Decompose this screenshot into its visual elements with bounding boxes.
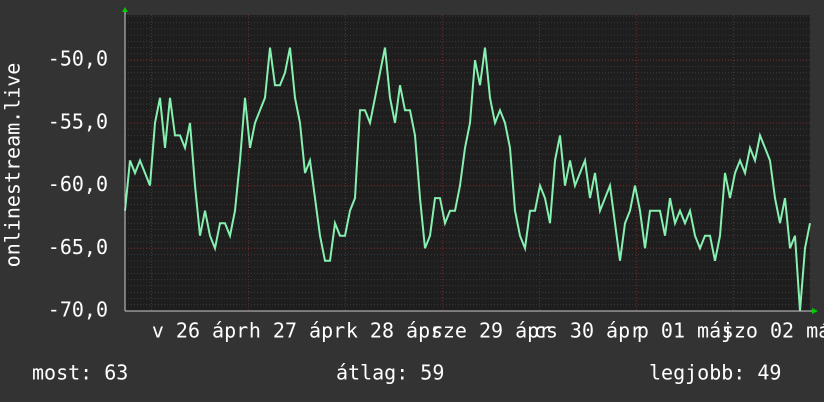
x-tick-label: cs 30 ápr xyxy=(534,319,642,343)
footer-stat: legjobb: 49 xyxy=(649,361,781,385)
plot xyxy=(124,47,811,312)
plot-area xyxy=(125,15,810,311)
x-tick-label: v 26 ápr xyxy=(152,319,248,343)
y-tick-label: -70,0 xyxy=(48,298,108,322)
axis-arrow xyxy=(122,7,128,12)
footer-stat: most: 63 xyxy=(32,361,128,385)
y-axis-label: onlinestream.live xyxy=(1,63,25,268)
y-tick-label: -60,0 xyxy=(48,172,108,196)
x-tick-label: p 01 máj xyxy=(637,319,733,343)
x-tick-label: k 28 ápr xyxy=(346,319,442,343)
y-tick-label: -50,0 xyxy=(48,47,108,71)
axis-arrow xyxy=(812,308,818,314)
x-tick-label: szo 02 máj xyxy=(722,319,824,343)
data-line xyxy=(124,47,811,312)
x-tick-label: sze 29 ápr xyxy=(431,319,551,343)
y-tick-label: -65,0 xyxy=(48,235,108,259)
grid xyxy=(125,15,810,312)
y-tick-label: -55,0 xyxy=(48,109,108,133)
x-tick-label: h 27 ápr xyxy=(249,319,345,343)
footer-stat: átlag: 59 xyxy=(336,361,444,385)
